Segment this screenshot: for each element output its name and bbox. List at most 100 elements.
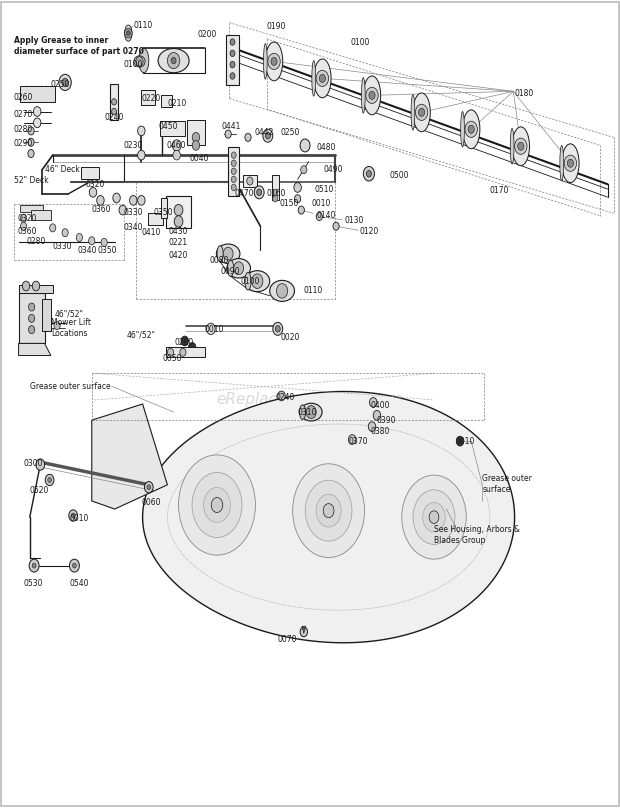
Circle shape xyxy=(373,410,381,420)
Text: 46" Deck: 46" Deck xyxy=(45,165,79,175)
Circle shape xyxy=(306,406,316,419)
Bar xyxy=(160,121,185,136)
Circle shape xyxy=(230,61,235,68)
Circle shape xyxy=(230,39,235,45)
Circle shape xyxy=(323,503,334,518)
Circle shape xyxy=(112,108,117,115)
Ellipse shape xyxy=(562,144,579,183)
Circle shape xyxy=(119,205,126,215)
Circle shape xyxy=(206,323,215,335)
Text: 0280: 0280 xyxy=(175,338,194,347)
Circle shape xyxy=(223,247,233,260)
Text: 0360: 0360 xyxy=(17,226,37,236)
Circle shape xyxy=(69,510,78,521)
Text: 0350: 0350 xyxy=(98,246,117,255)
Text: 0100: 0100 xyxy=(350,38,370,48)
Text: 0400: 0400 xyxy=(371,401,390,410)
Circle shape xyxy=(363,166,374,181)
Text: 0040: 0040 xyxy=(189,154,208,163)
Text: 0470: 0470 xyxy=(234,188,254,198)
Text: 0080: 0080 xyxy=(210,255,229,265)
Text: 0110: 0110 xyxy=(133,21,153,31)
Polygon shape xyxy=(302,626,306,633)
Circle shape xyxy=(29,303,35,311)
Circle shape xyxy=(271,57,277,65)
Circle shape xyxy=(136,57,143,66)
Circle shape xyxy=(32,563,36,568)
Circle shape xyxy=(71,513,75,518)
Circle shape xyxy=(415,104,428,120)
Circle shape xyxy=(273,322,283,335)
Circle shape xyxy=(231,184,236,191)
Text: 0210: 0210 xyxy=(167,99,187,108)
Bar xyxy=(42,299,51,331)
Circle shape xyxy=(366,87,378,103)
Circle shape xyxy=(564,155,577,171)
Circle shape xyxy=(203,487,231,523)
Ellipse shape xyxy=(125,25,132,41)
Text: 0340: 0340 xyxy=(124,223,143,233)
Circle shape xyxy=(29,326,35,334)
Ellipse shape xyxy=(245,271,270,292)
Circle shape xyxy=(32,281,40,291)
Text: 0170: 0170 xyxy=(490,186,509,196)
Circle shape xyxy=(48,478,51,482)
Circle shape xyxy=(188,343,196,352)
Circle shape xyxy=(54,322,60,330)
Circle shape xyxy=(230,50,235,57)
Text: 0320: 0320 xyxy=(86,179,105,189)
Ellipse shape xyxy=(264,44,267,79)
Circle shape xyxy=(423,503,445,532)
Circle shape xyxy=(316,494,341,527)
Circle shape xyxy=(293,464,365,558)
Bar xyxy=(20,205,43,212)
Ellipse shape xyxy=(512,127,529,166)
Text: 0020: 0020 xyxy=(280,333,299,343)
Text: 46"/52": 46"/52" xyxy=(127,330,156,339)
Text: 0370: 0370 xyxy=(348,437,368,447)
Text: 0490: 0490 xyxy=(324,165,343,175)
Text: eReplacementParts.com: eReplacementParts.com xyxy=(216,393,404,407)
Text: 0460: 0460 xyxy=(166,141,185,150)
Circle shape xyxy=(252,274,263,288)
Circle shape xyxy=(254,186,264,199)
Circle shape xyxy=(62,229,68,237)
Circle shape xyxy=(62,78,68,86)
Text: 0100: 0100 xyxy=(124,60,143,69)
Ellipse shape xyxy=(510,128,514,164)
Bar xyxy=(110,84,118,120)
Text: See Housing, Arbors &
Blades Group: See Housing, Arbors & Blades Group xyxy=(434,525,520,545)
Circle shape xyxy=(515,138,527,154)
Text: 0530: 0530 xyxy=(24,579,43,588)
Ellipse shape xyxy=(461,112,464,147)
Ellipse shape xyxy=(265,42,283,81)
Text: 0280: 0280 xyxy=(14,124,33,134)
Text: 0350: 0350 xyxy=(154,208,173,217)
Circle shape xyxy=(316,70,329,86)
Text: 0010: 0010 xyxy=(456,436,475,446)
Circle shape xyxy=(69,559,79,572)
Text: Grease outer
surface: Grease outer surface xyxy=(482,474,532,494)
Ellipse shape xyxy=(216,244,240,263)
Text: 0010: 0010 xyxy=(69,514,89,524)
Circle shape xyxy=(50,224,56,232)
Circle shape xyxy=(173,150,180,160)
Text: 0340: 0340 xyxy=(78,246,97,255)
Bar xyxy=(141,90,155,105)
Ellipse shape xyxy=(411,95,415,130)
Bar xyxy=(166,196,191,228)
Circle shape xyxy=(138,126,145,136)
Bar xyxy=(81,167,99,179)
Circle shape xyxy=(275,326,280,332)
Text: 0220: 0220 xyxy=(141,94,161,103)
Text: 0360: 0360 xyxy=(92,204,111,214)
Bar xyxy=(19,293,45,343)
Text: 0330: 0330 xyxy=(124,208,143,217)
Circle shape xyxy=(245,133,251,141)
Polygon shape xyxy=(143,392,515,642)
Ellipse shape xyxy=(270,280,294,301)
Circle shape xyxy=(319,74,326,82)
Circle shape xyxy=(257,189,262,196)
Circle shape xyxy=(59,74,71,90)
Circle shape xyxy=(45,474,54,486)
